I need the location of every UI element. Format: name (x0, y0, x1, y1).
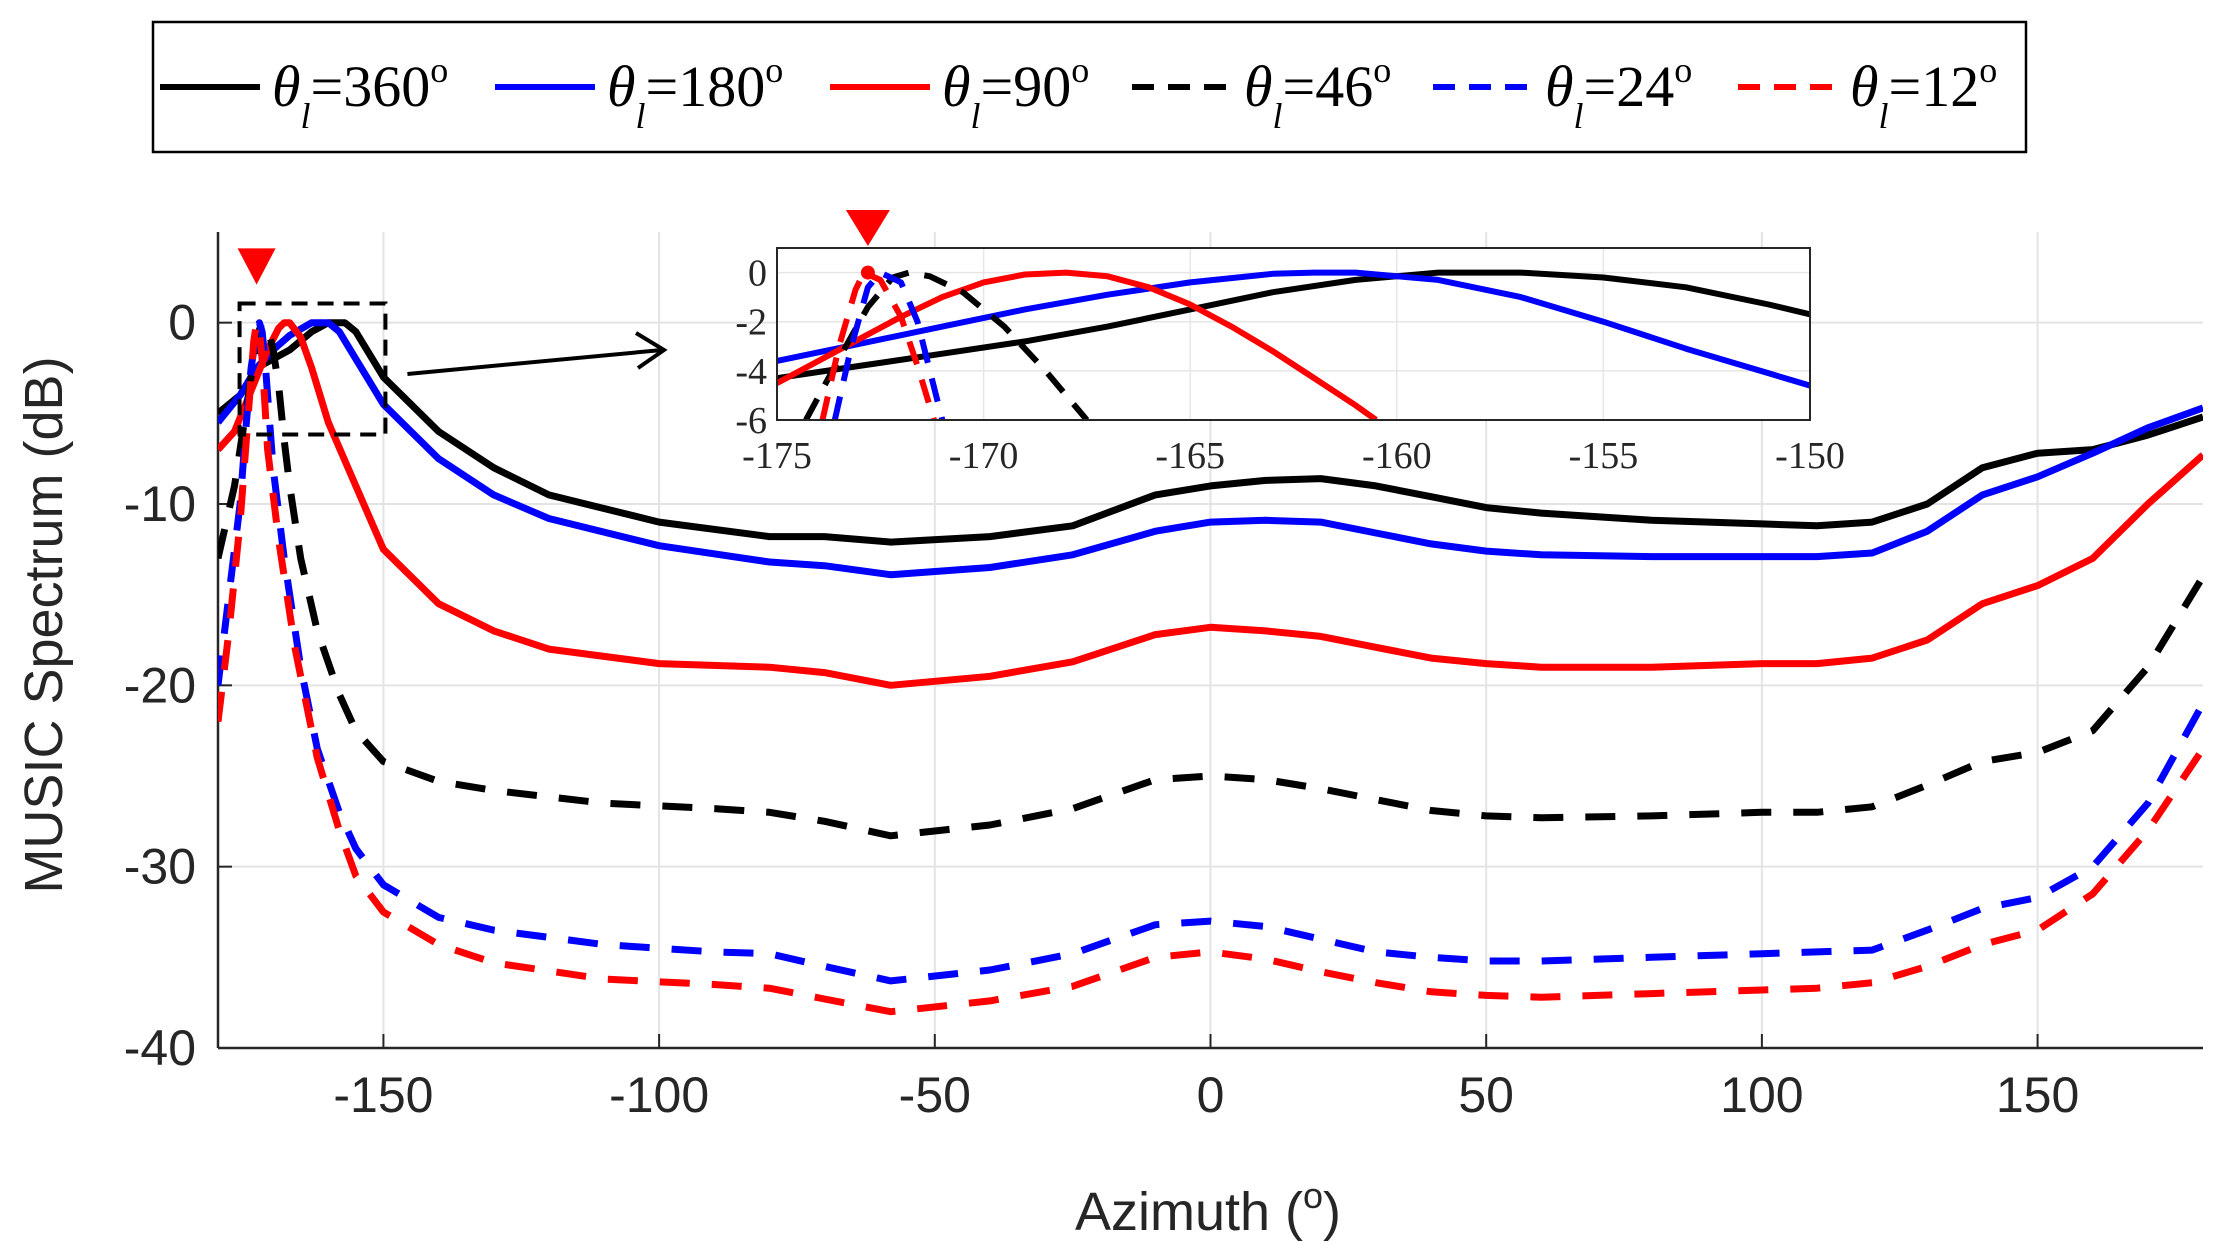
legend-label-1: θl=180o (607, 50, 783, 136)
legend-degree: o (1071, 50, 1089, 90)
legend-label-4: θl=24o (1545, 50, 1692, 136)
x-axis-label-degree: o (1303, 1175, 1323, 1216)
legend-subscript: l (301, 96, 311, 136)
y-tick-label-1: -10 (124, 476, 196, 532)
inset-plot: -175 -170 -165 -160 -155 -150 0 -2 -4 -6 (735, 210, 1845, 477)
legend-label-0: θl=360o (272, 50, 448, 136)
zoom-arrow-head (634, 331, 668, 370)
legend-label-2: θl=90o (942, 50, 1089, 136)
legend-degree: o (1373, 50, 1391, 90)
peak-marker (237, 248, 276, 285)
inset-x-tick-label-5: -150 (1775, 435, 1845, 477)
inset-series-line-2 (777, 269, 1378, 420)
legend-value: =360 (311, 54, 431, 119)
legend-subscript: l (1273, 96, 1283, 136)
x-axis-label-text: Azimuth ( (1075, 1182, 1303, 1242)
inset-x-tick-label-1: -170 (949, 435, 1019, 477)
legend-value: =46 (1283, 54, 1374, 119)
y-axis-label: MUSIC Spectrum (dB) (14, 356, 74, 893)
inset-x-tick-label-0: -175 (742, 435, 812, 477)
inset-y-tick-label-2: -4 (735, 351, 767, 393)
inset-x-tick-label-2: -165 (1155, 435, 1225, 477)
x-tick-label-6: 150 (1996, 1067, 2079, 1123)
series-line-3 (218, 319, 2203, 840)
legend-theta: θ (1244, 54, 1273, 119)
y-tick-label-2: -20 (124, 657, 196, 713)
legend-theta: θ (1545, 54, 1574, 119)
legend-subscript: l (1879, 96, 1889, 136)
x-axis-label-close: ) (1323, 1182, 1341, 1242)
legend-degree: o (1674, 50, 1692, 90)
inset-x-tick-label-4: -155 (1569, 435, 1639, 477)
x-tick-label-1: -100 (609, 1067, 709, 1123)
y-tick-label-3: -30 (124, 839, 196, 895)
legend-subscript: l (1574, 96, 1584, 136)
zoom-region-box (237, 301, 388, 437)
legend-degree: o (765, 50, 783, 90)
legend-theta: θ (607, 54, 636, 119)
legend-value: =12 (1889, 54, 1980, 119)
inset-y-tick-label-0: 0 (748, 253, 767, 295)
legend-theta: θ (1850, 54, 1879, 119)
inset-peak-marker (845, 210, 890, 246)
legend-box (151, 20, 2028, 154)
inset-y-tick-label-1: -2 (735, 302, 767, 344)
inset-y-tick-label-3: -6 (735, 400, 767, 442)
x-tick-label-4: 50 (1458, 1067, 1514, 1123)
legend-value: =24 (1584, 54, 1675, 119)
zoom-arrow-line (407, 348, 663, 376)
inset-peak-dot (860, 265, 875, 280)
y-tick-label-0: 0 (168, 295, 196, 351)
series-line-1 (218, 319, 2203, 579)
inset-series-line-4 (831, 269, 946, 420)
inset-series-line-0 (777, 269, 1810, 382)
inset-frame (776, 247, 1811, 421)
x-tick-label-2: -50 (899, 1067, 971, 1123)
legend-value: =180 (646, 54, 766, 119)
legend-theta: θ (942, 54, 971, 119)
series-line-4 (218, 319, 2203, 985)
legend-label-3: θl=46o (1244, 50, 1391, 136)
legend-subscript: l (636, 96, 646, 136)
x-tick-label-3: 0 (1197, 1067, 1225, 1123)
legend-subscript: l (971, 96, 981, 136)
series-line-2 (218, 319, 2203, 689)
legend-theta: θ (272, 54, 301, 119)
legend-degree: o (430, 50, 448, 90)
series-line-5 (218, 319, 2203, 1016)
legend-degree: o (1979, 50, 1997, 90)
x-tick-label-5: 100 (1720, 1067, 1803, 1123)
legend-label-5: θl=12o (1850, 50, 1997, 136)
legend-value: =90 (981, 54, 1072, 119)
inset-series-line-1 (777, 269, 1810, 389)
inset-x-tick-label-3: -160 (1362, 435, 1432, 477)
legend: θl=360o θl=180o θl=90o θl=46o θl=24o θl=12o (151, 20, 2028, 154)
y-tick-label-4: -40 (124, 1020, 196, 1076)
x-tick-label-0: -150 (333, 1067, 433, 1123)
x-axis-label: Azimuth (o) (1075, 1175, 1341, 1242)
